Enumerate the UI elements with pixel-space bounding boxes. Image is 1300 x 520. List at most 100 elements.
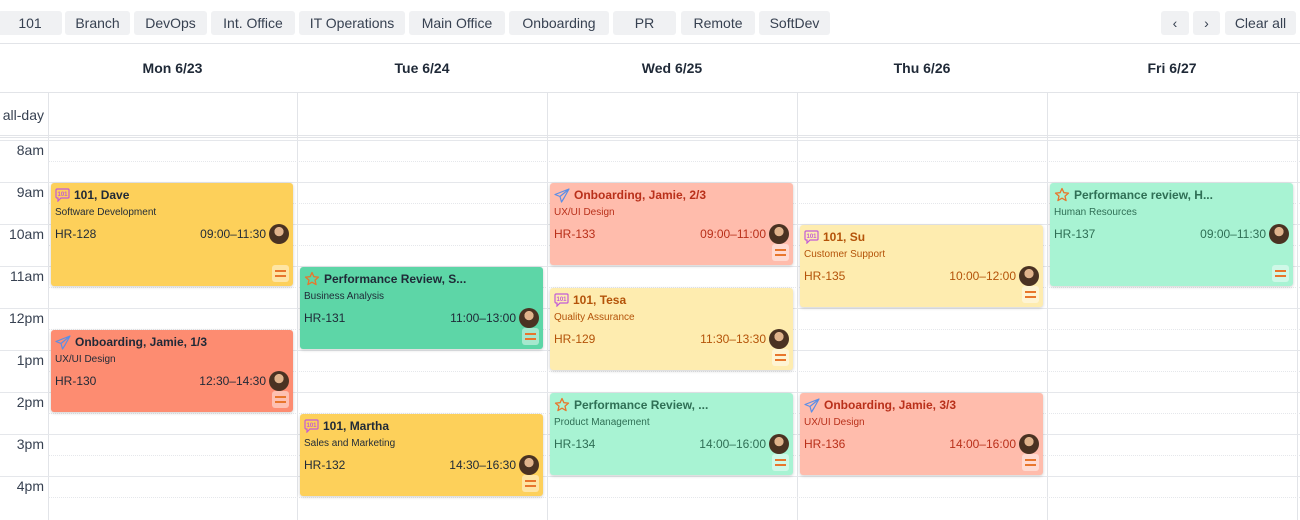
event-department: Software Development [55,207,157,218]
avatar [519,455,539,475]
column-divider [1047,92,1048,520]
event-time: 12:30–14:30 [199,374,266,388]
prev-week-button[interactable]: ‹ [1161,11,1189,35]
filter-remote[interactable]: Remote [681,11,755,35]
column-divider [1297,92,1298,520]
filter-101[interactable]: 101 [0,11,62,35]
event-department: Human Resources [1054,207,1137,218]
event-title: Performance Review, S... [324,272,467,286]
svg-text:101: 101 [806,234,817,240]
time-label: 11am [10,268,44,284]
chat-101-icon: 101 [55,188,74,202]
event-card[interactable]: Onboarding, Jamie, 2/3 UX/UI Design HR-1… [550,183,793,265]
star-icon [554,397,574,413]
day-header: Mon 6/23 [142,60,203,76]
event-card[interactable]: 101 101, Tesa Quality Assurance HR-129 11:… [550,288,793,370]
time-label: 3pm [16,436,44,452]
drag-handle-icon[interactable] [772,349,789,366]
filter-onboarding[interactable]: Onboarding [509,11,609,35]
chat-101-icon: 101 [804,230,823,244]
hour-line [0,266,1300,267]
event-card[interactable]: Performance Review, ... Product Manageme… [550,393,793,475]
svg-text:101: 101 [57,192,68,198]
filter-branch[interactable]: Branch [65,11,130,35]
avatar [1019,434,1039,454]
event-time: 10:00–12:00 [949,269,1016,283]
event-title: 101, Su [823,230,866,244]
half-hour-line [48,161,1300,162]
svg-text:101: 101 [306,423,317,429]
column-divider [547,92,548,520]
time-label: 2pm [16,394,44,410]
event-department: UX/UI Design [804,417,865,428]
event-code: HR-129 [554,332,596,346]
avatar [269,371,289,391]
event-title: Performance review, H... [1074,188,1213,202]
event-code: HR-136 [804,437,846,451]
event-time: 11:00–13:00 [450,311,516,325]
event-department: UX/UI Design [55,354,116,365]
filter-softdev[interactable]: SoftDev [759,11,830,35]
event-code: HR-137 [1054,227,1096,241]
event-department: Product Management [554,417,650,428]
drag-handle-icon[interactable] [772,244,789,261]
event-code: HR-131 [304,311,346,325]
event-card[interactable]: Performance review, H... Human Resources… [1050,183,1293,286]
half-hour-line [48,287,1300,288]
event-time: 14:00–16:00 [699,437,766,451]
drag-handle-icon[interactable] [1022,454,1039,471]
event-title: 101, Dave [74,188,130,202]
event-card[interactable]: Performance Review, S... Business Analys… [300,267,543,349]
drag-handle-icon[interactable] [1272,265,1289,282]
drag-handle-icon[interactable] [522,328,539,345]
star-icon [304,271,324,287]
column-divider [797,92,798,520]
event-card[interactable]: 101 101, Dave Software Development HR-128… [51,183,293,286]
event-department: Business Analysis [304,291,385,302]
filter-devops[interactable]: DevOps [134,11,207,35]
event-title: 101, Martha [323,419,390,433]
event-department: Sales and Marketing [304,438,396,449]
avatar [1019,266,1039,286]
event-title: 101, Tesa [573,293,627,307]
event-time: 11:30–13:30 [700,332,766,346]
time-label: 12pm [8,310,44,326]
time-label: 4pm [16,478,44,494]
divider [0,135,1300,138]
svg-text:101: 101 [556,297,567,303]
next-week-button[interactable]: › [1193,11,1220,35]
half-hour-line [48,497,1300,498]
avatar [769,224,789,244]
avatar [769,329,789,349]
divider [0,43,1300,44]
avatar [769,434,789,454]
event-card[interactable]: Onboarding, Jamie, 1/3 UX/UI Design HR-1… [51,330,293,412]
event-code: HR-134 [554,437,596,451]
star-icon [1054,187,1074,203]
time-label: 10am [8,226,44,242]
event-card[interactable]: 101 101, Martha Sales and Marketing HR-13… [300,414,543,496]
event-card[interactable]: Onboarding, Jamie, 3/3 UX/UI Design HR-1… [800,393,1043,475]
event-time: 09:00–11:30 [200,227,266,241]
time-label: 8am [16,142,44,158]
drag-handle-icon[interactable] [272,391,289,408]
drag-handle-icon[interactable] [522,475,539,492]
event-time: 09:00–11:30 [1200,227,1266,241]
event-time: 14:30–16:30 [449,458,516,472]
avatar [519,308,539,328]
day-header: Thu 6/26 [893,60,951,76]
drag-handle-icon[interactable] [772,454,789,471]
chat-101-icon: 101 [304,419,323,433]
filter-int-office[interactable]: Int. Office [211,11,295,35]
event-title: Onboarding, Jamie, 3/3 [824,398,957,412]
event-title: Onboarding, Jamie, 2/3 [574,188,707,202]
drag-handle-icon[interactable] [1022,286,1039,303]
filter-it-operations[interactable]: IT Operations [299,11,405,35]
filter-main-office[interactable]: Main Office [409,11,505,35]
event-time: 14:00–16:00 [949,437,1016,451]
clear-all-button[interactable]: Clear all [1225,11,1296,35]
drag-handle-icon[interactable] [272,265,289,282]
time-label: 9am [16,184,44,200]
event-card[interactable]: 101 101, Su Customer Support HR-135 10:00–… [800,225,1043,307]
filter-pr[interactable]: PR [613,11,676,35]
